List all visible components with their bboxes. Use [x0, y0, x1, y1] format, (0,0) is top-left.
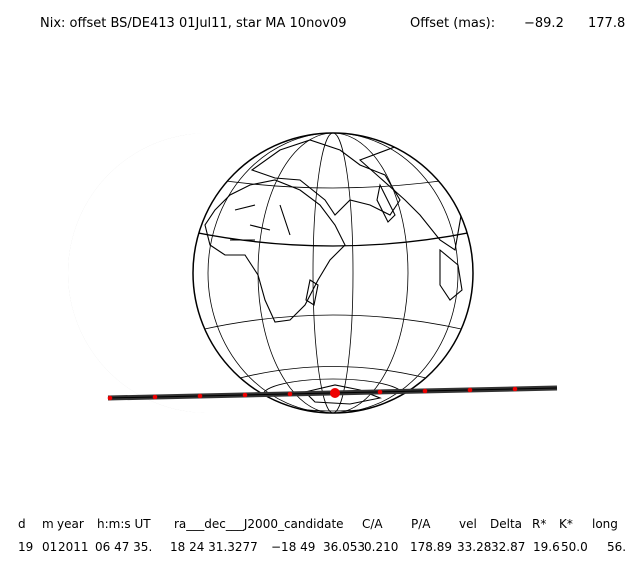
event-table: d m year h:m:s UT ra___dec___J2000_candidate… [18, 517, 626, 554]
table-cell: 19 [18, 540, 33, 554]
shadow-path [107, 385, 558, 401]
table-cell: 19.6 [533, 540, 560, 554]
table-header: m [42, 517, 54, 531]
time-ticks [107, 386, 518, 401]
offset-label: Offset (mas): [410, 16, 495, 31]
table-cell: 0.210 [364, 540, 398, 554]
table-cell: 32.87 [491, 540, 525, 554]
table-header: K* [559, 517, 573, 531]
table-header: C/A [362, 517, 383, 531]
table-cell: 01 [42, 540, 57, 554]
table-cell: 178.89 [410, 540, 452, 554]
table-cell: 56. [607, 540, 626, 554]
table-cell: 50.0 [561, 540, 588, 554]
table-header: Delta [490, 517, 522, 531]
coastlines [204, 139, 463, 405]
closest-approach [330, 388, 340, 398]
table-header: year [57, 517, 84, 531]
table-header: vel [459, 517, 477, 531]
table-cell: 06 47 35. [95, 540, 152, 554]
title: Nix: offset BS/DE413 01Jul11, star MA 10… [40, 16, 347, 31]
table-header: d [18, 517, 26, 531]
table-header: P/A [411, 517, 431, 531]
globe [68, 132, 474, 414]
offset-x: −89.2 [524, 16, 564, 31]
graticule [193, 133, 473, 413]
table-header: ra___dec___J2000_candidate [174, 517, 344, 531]
table-header: long [592, 517, 618, 531]
offset-y: 177.8 [588, 16, 625, 31]
table-cell: −18 49 36.053 [271, 540, 365, 554]
table-cell: 33.28 [457, 540, 491, 554]
table-header: h:m:s UT [97, 517, 151, 531]
table-cell: 18 24 31.3277 [170, 540, 258, 554]
table-header: R* [532, 517, 546, 531]
table-cell: 2011 [58, 540, 89, 554]
